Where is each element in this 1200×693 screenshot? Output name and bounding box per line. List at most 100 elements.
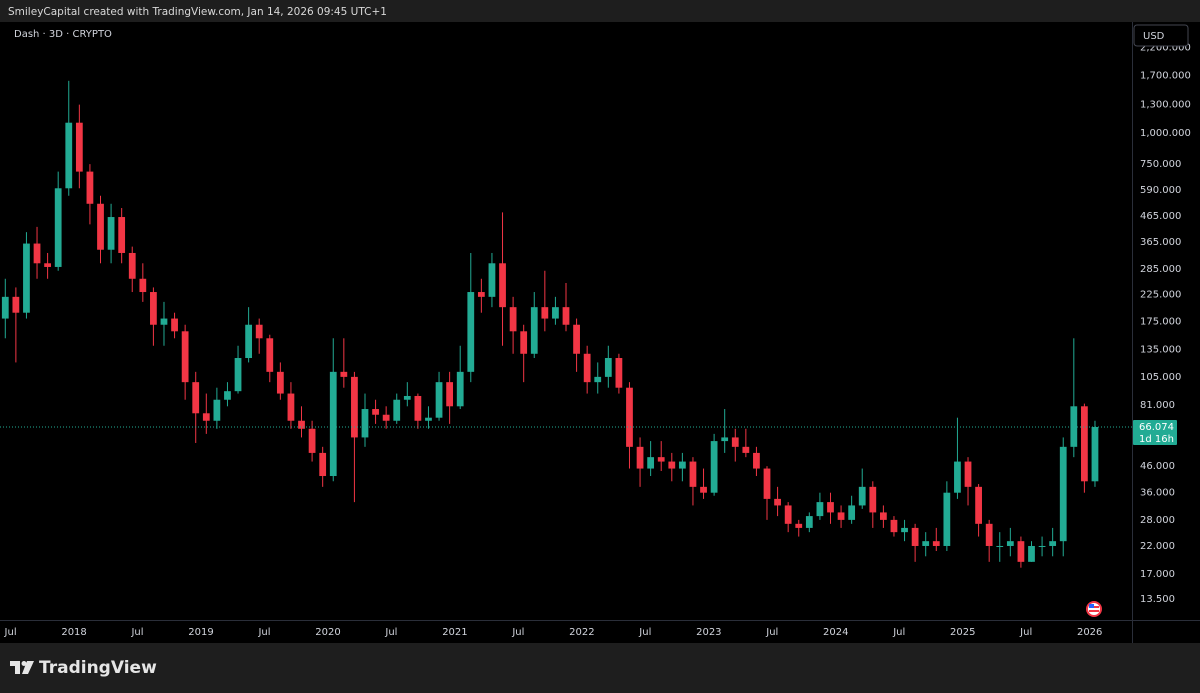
y-tick-label: 17.000 [1140, 569, 1175, 580]
candle-body [1017, 541, 1025, 562]
candle-body [202, 413, 210, 421]
candle-body [985, 523, 993, 546]
candle-body [805, 516, 813, 528]
y-tick-label: 135.000 [1140, 345, 1181, 356]
y-tick-label: 2,200.000 [1140, 43, 1191, 54]
brand-name: TradingView [39, 658, 157, 678]
candle-body [403, 395, 411, 400]
candle-body [932, 541, 940, 546]
x-tick-label: Jul [257, 627, 270, 638]
candle-body [964, 461, 972, 487]
candle-body [509, 307, 517, 332]
candle-body [710, 441, 718, 493]
brand-logo [10, 661, 34, 674]
candle-body [224, 391, 231, 400]
candle-body [668, 461, 676, 469]
candle-body [753, 452, 760, 469]
y-tick-label: 465.000 [1140, 211, 1181, 222]
currency-label[interactable]: USD [1143, 31, 1165, 42]
candle-body [298, 420, 305, 429]
candle-body [340, 371, 348, 377]
candle-body [414, 395, 422, 421]
candle-body [890, 519, 898, 533]
candle-body [763, 468, 771, 499]
candle-body [234, 358, 242, 392]
bar-countdown: 1d 16h [1139, 434, 1174, 445]
x-tick-label: 2022 [569, 627, 594, 638]
candle-body [869, 486, 877, 513]
x-tick-label: Jul [130, 627, 143, 638]
axes: 2,200.000 1,700.000 1,300.000 1,000.000 750.… [4, 43, 1191, 638]
candle-body [837, 512, 845, 520]
candle-body [446, 382, 454, 407]
candle-body [266, 338, 274, 372]
x-tick-label: Jul [1019, 627, 1032, 638]
candle-body [319, 452, 327, 477]
y-tick-label: 81.000 [1140, 400, 1175, 411]
candle-body [435, 382, 443, 418]
x-tick-label: 2023 [696, 627, 721, 638]
candle-body [488, 263, 496, 297]
candle-body [361, 409, 369, 438]
currency-box[interactable] [1133, 24, 1189, 47]
x-tick-label: 2025 [950, 627, 975, 638]
x-tick-label: Jul [384, 627, 397, 638]
candle-body [1049, 541, 1057, 546]
candle-body [139, 278, 147, 293]
candle-body [160, 318, 168, 325]
y-tick-label: 285.000 [1140, 264, 1181, 275]
candle-body [975, 486, 982, 524]
candle-body [583, 353, 591, 383]
candle-body [12, 296, 20, 313]
candle-body [351, 376, 358, 438]
candle-body [1006, 541, 1014, 546]
candle-body [530, 307, 538, 354]
candle-body [128, 252, 136, 279]
candle-body [858, 486, 866, 506]
x-tick-label: 2021 [442, 627, 467, 638]
candle-body [562, 307, 570, 325]
candle-body [604, 358, 612, 377]
x-tick-label: 2018 [61, 627, 86, 638]
last-price-label: 66.074 [1139, 422, 1174, 433]
x-tick-label: Jul [765, 627, 778, 638]
candle-body [1070, 406, 1078, 447]
candle-body [879, 512, 887, 520]
x-tick-label: 2020 [315, 627, 340, 638]
candle-body [573, 324, 580, 354]
y-tick-label: 225.000 [1140, 289, 1181, 300]
candle-body [901, 527, 908, 533]
candle-body [425, 417, 432, 421]
y-tick-label: 13.500 [1140, 594, 1175, 605]
candle-body [1028, 545, 1035, 562]
candle-body [541, 307, 549, 319]
candle-body [774, 498, 781, 506]
candle-body [848, 505, 856, 520]
x-tick-label: 2026 [1077, 627, 1102, 638]
candle-body [742, 446, 750, 453]
candle-body [255, 324, 263, 339]
y-tick-label: 46.000 [1140, 461, 1175, 472]
candle-body [150, 292, 157, 325]
x-tick-label: Jul [511, 627, 524, 638]
candle-body [784, 505, 792, 524]
candle-body [118, 217, 126, 253]
candle-body [520, 331, 528, 354]
candle-body [245, 324, 253, 359]
candle-body [689, 461, 697, 487]
candle-body [911, 527, 919, 546]
candle-body [33, 243, 41, 264]
x-tick-label: 2019 [188, 627, 213, 638]
candle-body [171, 318, 178, 332]
candle-body [922, 541, 930, 546]
x-tick-label: Jul [4, 627, 17, 638]
candle-body [107, 217, 115, 250]
candle-body [795, 523, 803, 528]
candle-body [1038, 545, 1046, 547]
y-tick-label: 365.000 [1140, 237, 1181, 248]
y-tick-label: 28.000 [1140, 515, 1175, 526]
x-tick-label: Jul [638, 627, 651, 638]
candle-body [615, 358, 623, 388]
candle-body [731, 437, 739, 447]
